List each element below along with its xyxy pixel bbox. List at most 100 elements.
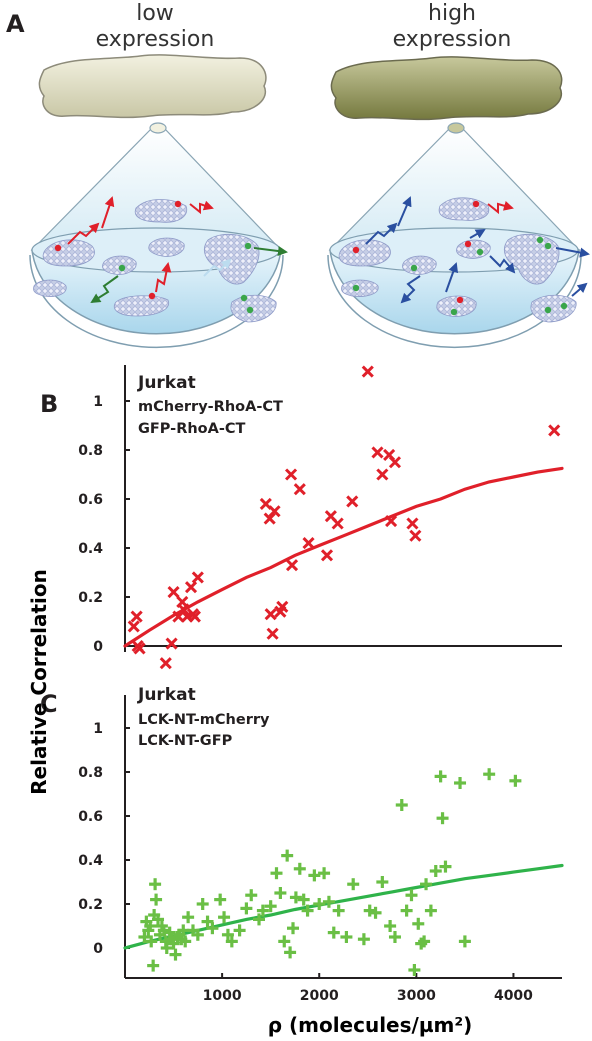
data-point — [133, 642, 146, 655]
data-point — [400, 904, 413, 917]
y-tick-label: 0.6 — [78, 809, 103, 825]
data-point — [293, 483, 306, 496]
data-point — [331, 517, 344, 530]
data-point — [332, 904, 345, 917]
data-point — [388, 456, 402, 469]
data-point — [152, 913, 165, 926]
data-point — [293, 862, 306, 875]
data-point — [418, 935, 431, 948]
panel-a: A low expression high expression — [6, 1, 590, 349]
data-point — [253, 913, 266, 926]
data-point — [424, 904, 437, 917]
data-point — [406, 517, 419, 530]
panel-c-construct-2: LCK-NT-GFP — [138, 733, 233, 749]
data-point — [214, 893, 227, 906]
data-point — [434, 770, 447, 783]
data-point — [369, 906, 382, 919]
data-point — [395, 799, 408, 811]
data-point — [182, 911, 195, 924]
right-title-line2: expression — [393, 27, 512, 52]
y-tick-label: 0.8 — [78, 765, 103, 781]
data-point — [340, 931, 353, 943]
data-point — [160, 942, 173, 954]
low-expression-cell — [38, 54, 267, 119]
data-point — [409, 529, 422, 542]
fit-line — [123, 466, 564, 648]
panel-c: C Jurkat LCK-NT-mCherry LCK-NT-GFP 00.20… — [40, 685, 564, 1004]
data-point — [297, 893, 310, 906]
y-tick-label: 0.2 — [78, 590, 103, 606]
left-title-line2: expression — [96, 27, 215, 52]
data-point — [371, 446, 384, 459]
left-title-line1: low — [136, 1, 174, 26]
low-expression-zoom — [29, 122, 288, 349]
data-point — [384, 920, 397, 932]
x-axis-title: ρ (molecules/µm²) — [268, 1013, 473, 1037]
data-point — [388, 931, 401, 943]
x-tick-label: 4000 — [494, 988, 533, 1004]
data-point — [266, 627, 279, 640]
y-tick-label: 0 — [93, 639, 103, 655]
y-tick-label: 0.6 — [78, 492, 103, 508]
data-point — [285, 559, 299, 572]
panel-b-construct-1: mCherry-RhoA-CT — [138, 399, 283, 415]
data-point — [347, 878, 360, 891]
data-point — [165, 637, 178, 650]
data-point — [405, 889, 418, 902]
data-point — [270, 867, 283, 880]
data-point — [385, 514, 398, 528]
data-point — [439, 860, 452, 873]
panel-c-label: C — [40, 690, 58, 718]
data-point — [145, 935, 158, 948]
data-point — [436, 812, 449, 825]
data-point — [263, 512, 276, 525]
data-point — [327, 926, 340, 939]
data-point — [179, 935, 192, 948]
data-point — [264, 900, 277, 913]
data-point — [218, 911, 231, 924]
high-expression-zoom — [327, 122, 590, 349]
data-point — [308, 869, 321, 882]
x-tick-label: 2000 — [300, 988, 339, 1004]
data-point — [196, 898, 209, 910]
data-point — [225, 935, 238, 948]
data-point — [268, 505, 281, 518]
y-tick-label: 0.8 — [78, 443, 103, 459]
data-point — [130, 610, 143, 623]
data-point — [284, 468, 298, 481]
panel-b: B Jurkat mCherry-RhoA-CT GFP-RhoA-CT 0 0.… — [40, 365, 564, 670]
data-point — [201, 915, 214, 928]
right-title-line1: high — [428, 1, 476, 26]
y-tick-label: 0.4 — [78, 853, 103, 869]
data-point — [301, 904, 314, 917]
data-point — [206, 922, 219, 935]
data-point — [376, 876, 389, 888]
data-point — [274, 887, 287, 899]
y-tick-label: 0 — [93, 941, 103, 957]
data-point — [509, 774, 522, 787]
data-point — [361, 365, 374, 378]
data-point — [167, 937, 180, 950]
data-point — [320, 549, 334, 562]
data-point — [458, 935, 471, 948]
panel-a-label: A — [6, 10, 25, 38]
data-point — [278, 935, 291, 948]
data-point — [408, 964, 421, 976]
data-point — [163, 926, 176, 939]
data-point — [284, 946, 297, 959]
data-point — [167, 586, 180, 599]
data-point — [233, 924, 246, 937]
data-point — [454, 777, 467, 789]
data-point — [188, 610, 201, 623]
data-point — [313, 898, 326, 910]
chart-b: 0 0.2 0.4 0.6 0.8 1 — [78, 365, 564, 670]
data-point — [157, 924, 170, 937]
y-axis-title: Relative Correlation — [27, 569, 51, 795]
y-tick-label: 0.2 — [78, 897, 103, 913]
data-point — [177, 603, 190, 616]
panel-b-construct-2: GFP-RhoA-CT — [138, 421, 246, 437]
data-point — [150, 893, 163, 906]
data-point — [322, 895, 335, 908]
data-point — [318, 867, 331, 880]
